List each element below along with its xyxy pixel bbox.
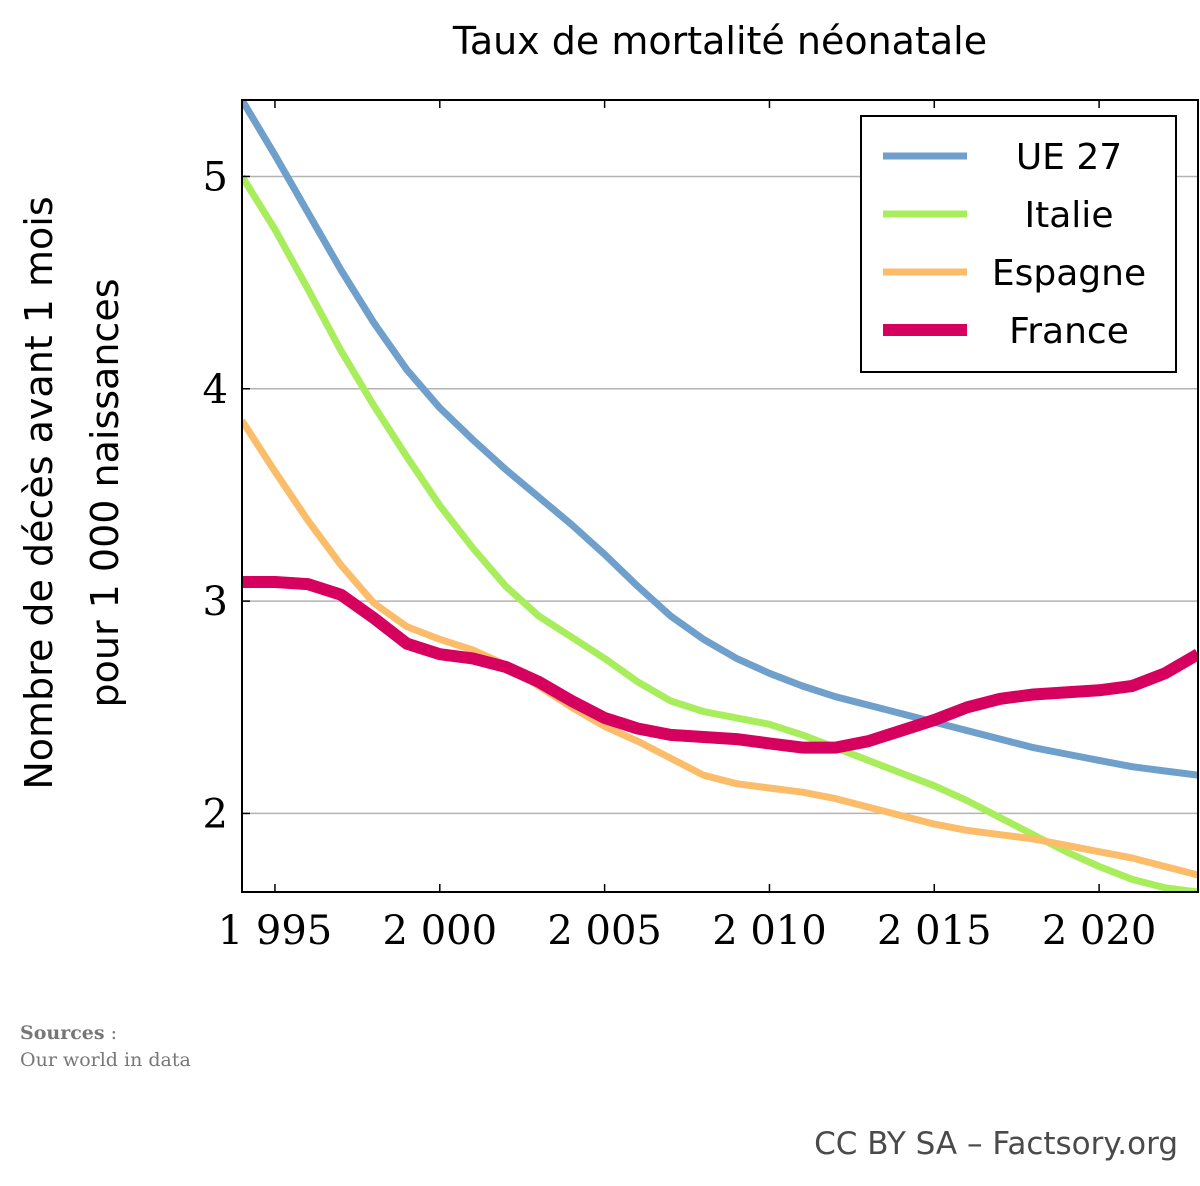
y-axis-ticks: 2 3 4 5 — [203, 154, 250, 837]
x-axis-ticks: 1 995 2 000 2 005 2 010 2 015 2 020 — [218, 100, 1157, 954]
x-tick-label-2015: 2 015 — [877, 908, 992, 954]
y-axis-label-2: pour 1 000 naissances — [83, 279, 127, 708]
series-lines — [242, 100, 1198, 892]
sources-separator: : — [104, 1022, 118, 1044]
legend-label-espagne: Espagne — [992, 253, 1146, 294]
y-axis-label: Nombre de décès avant 1 mois — [17, 196, 61, 789]
y-tick-label-4: 4 — [203, 367, 228, 413]
series-line-ue-27 — [242, 100, 1198, 779]
x-tick-label-2010: 2 010 — [712, 908, 827, 954]
line-chart: Taux de mortalité néonatale Nombre de dé… — [17, 19, 1199, 954]
plot-frame — [241, 99, 1199, 893]
sources-label: Sources — [20, 1022, 105, 1044]
x-tick-label-2020: 2 020 — [1042, 908, 1157, 954]
x-tick-label-2005: 2 005 — [547, 908, 662, 954]
y-axis-label-line1: Nombre de décès avant 1 mois — [17, 196, 61, 789]
y-tick-label-3: 3 — [203, 579, 228, 625]
legend-label-ue-27: UE 27 — [1016, 137, 1122, 178]
license-credit: CC BY SA – Factsory.org — [814, 1126, 1178, 1162]
sources-block: Sources : Our world in data — [20, 1020, 191, 1074]
y-axis-label-line2: pour 1 000 naissances — [83, 279, 127, 708]
y-tick-label-2: 2 — [203, 791, 228, 837]
sources-text: Our world in data — [20, 1049, 191, 1071]
legend-label-italie: Italie — [1025, 195, 1114, 236]
x-tick-label-2000: 2 000 — [383, 908, 498, 954]
chart-title: Taux de mortalité néonatale — [452, 19, 987, 63]
legend: UE 27 Italie Espagne France — [860, 115, 1177, 373]
series-line-france — [242, 576, 1198, 754]
series-line-espagne — [242, 418, 1198, 879]
x-tick-label-1995: 1 995 — [218, 908, 333, 954]
legend-label-france: France — [1009, 311, 1129, 352]
y-tick-label-5: 5 — [203, 154, 228, 200]
